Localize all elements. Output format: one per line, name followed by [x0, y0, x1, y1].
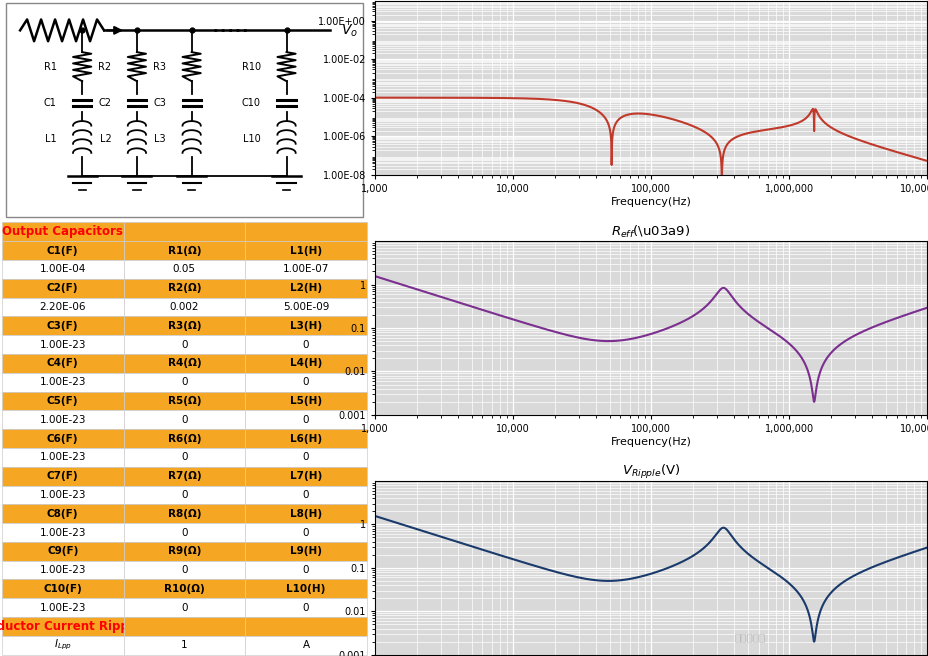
Vripple [921, 544, 928, 552]
Ceff [580, 102, 591, 110]
Reff [780, 338, 792, 346]
Text: R2: R2 [98, 62, 111, 72]
Reff [369, 272, 380, 280]
Text: R10: R10 [241, 62, 261, 72]
Reff [470, 304, 481, 312]
Ceff [921, 157, 928, 165]
X-axis label: Frequency(Hz): Frequency(Hz) [610, 437, 690, 447]
Text: C2: C2 [98, 98, 111, 108]
Ceff [822, 122, 833, 130]
Text: L10: L10 [243, 134, 261, 144]
Ceff [715, 194, 727, 202]
Text: C10: C10 [241, 98, 261, 108]
Line: Ceff: Ceff [375, 98, 926, 198]
Ceff [700, 129, 711, 137]
Vripple [822, 591, 833, 599]
Ceff [780, 122, 792, 130]
Vripple [807, 638, 818, 646]
Vripple [580, 575, 591, 583]
Ceff [470, 94, 481, 102]
Line: Reff: Reff [375, 276, 926, 401]
Text: R3: R3 [153, 62, 166, 72]
Text: L1: L1 [45, 134, 57, 144]
Line: Vripple: Vripple [375, 516, 926, 642]
Title: $R_{eff}$(\u03a9): $R_{eff}$(\u03a9) [611, 224, 690, 239]
Reff [700, 302, 711, 310]
Text: L3: L3 [154, 134, 166, 144]
Text: R1: R1 [44, 62, 57, 72]
Text: C1: C1 [44, 98, 57, 108]
Text: L2: L2 [99, 134, 111, 144]
Vripple [369, 512, 380, 520]
Ceff [369, 94, 380, 102]
Vripple [780, 578, 792, 586]
Vripple [728, 535, 739, 543]
X-axis label: Frequency(Hz): Frequency(Hz) [610, 197, 690, 207]
Text: C3: C3 [153, 98, 166, 108]
Vripple [470, 544, 481, 552]
Reff [580, 335, 591, 343]
Reff [728, 296, 739, 304]
Ceff [728, 134, 739, 142]
Reff [807, 398, 818, 405]
Reff [921, 304, 928, 312]
FancyBboxPatch shape [6, 3, 363, 217]
Title: $V_{Ripple}$(V): $V_{Ripple}$(V) [621, 463, 679, 481]
Vripple [700, 542, 711, 550]
Text: 硬件攻城獅: 硬件攻城獅 [734, 632, 766, 642]
Text: $V_o$: $V_o$ [341, 22, 358, 39]
Reff [822, 351, 833, 359]
